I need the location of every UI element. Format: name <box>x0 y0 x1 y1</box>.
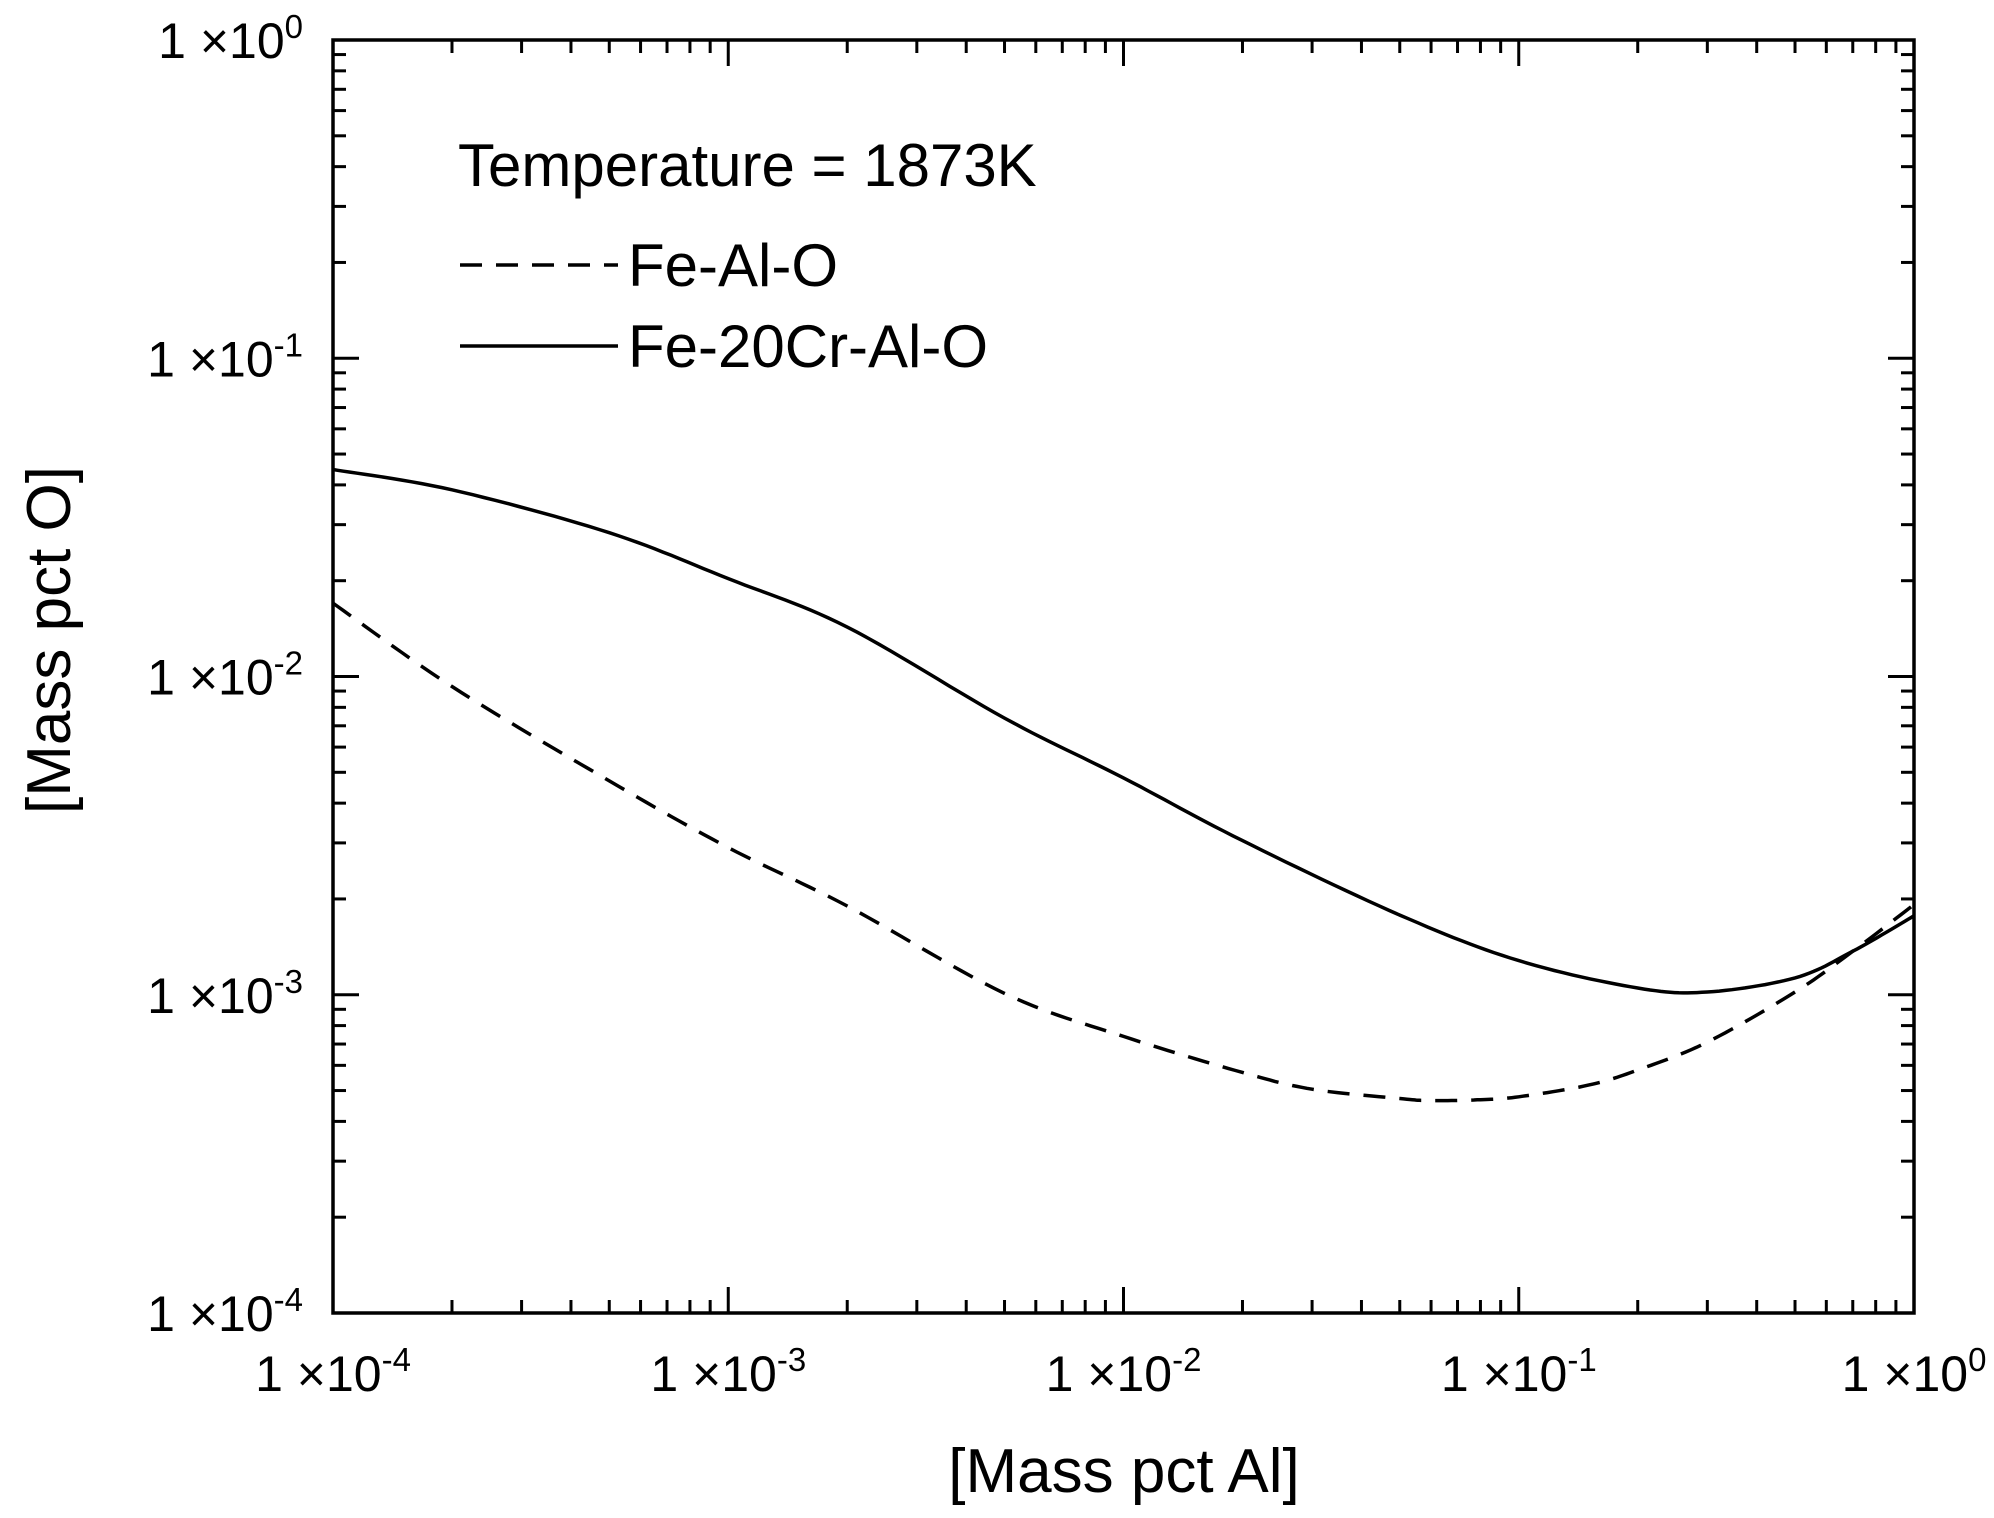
y-axis-title: [Mass pct O] <box>15 466 84 814</box>
y-tick-label: 1 ×10-2 <box>147 645 303 706</box>
series-line-fe-al-o <box>331 601 1916 1103</box>
y-tick-label: 1 ×10-4 <box>147 1281 303 1342</box>
series-line-fe-20cr-al-o <box>332 467 1915 995</box>
plot-lines <box>331 467 1916 1103</box>
y-tick-labels: 1 ×10-4 1 ×10-3 1 ×10-2 1 ×10-1 1 ×100 <box>147 8 303 1342</box>
y-tick-label: 1 ×100 <box>158 8 303 69</box>
legend: Fe-Al-O Fe-20Cr-Al-O <box>460 232 988 380</box>
y-tick-label: 1 ×10-3 <box>147 963 303 1024</box>
legend-label-fe-al-o: Fe-Al-O <box>628 232 838 299</box>
temperature-annotation: Temperature = 1873K <box>458 132 1037 199</box>
x-tick-label: 1 ×10-1 <box>1441 1341 1597 1402</box>
x-tick-label: 1 ×10-3 <box>650 1341 806 1402</box>
plot-frame <box>331 38 1916 1315</box>
y-tick-label: 1 ×10-1 <box>147 326 303 387</box>
x-tick-labels: 1 ×10-4 1 ×10-3 1 ×10-2 1 ×10-1 1 ×100 <box>255 1341 1986 1402</box>
x-tick-label: 1 ×10-4 <box>255 1341 411 1402</box>
legend-label-fe-20cr-al-o: Fe-20Cr-Al-O <box>628 313 988 380</box>
x-tick-label: 1 ×100 <box>1842 1341 1987 1402</box>
x-tick-label: 1 ×10-2 <box>1046 1341 1202 1402</box>
x-axis-title: [Mass pct Al] <box>948 1437 1299 1506</box>
